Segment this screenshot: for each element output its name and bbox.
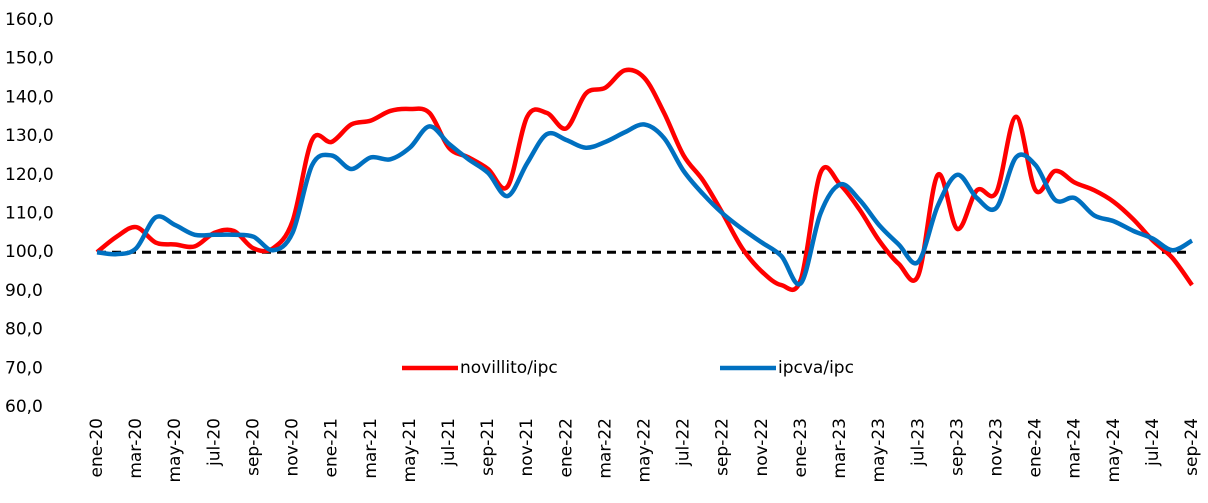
series-line [95,67,1194,292]
x-tick-label: mar-20 [126,418,146,479]
y-tick-label: 160,0 [5,10,54,30]
x-tick-label: ene-24 [1026,418,1046,477]
x-tick-label: may-24 [1104,418,1124,483]
y-tick-label: 60,0 [5,397,43,417]
x-tick-label: ene-23 [791,418,811,477]
legend-label: ipcva/ipc [778,358,854,378]
y-tick-label: 130,0 [5,126,54,146]
y-tick-label: 80,0 [5,320,43,340]
x-tick-label: nov-22 [752,418,772,477]
y-tick-label: 100,0 [5,242,54,262]
series-line [96,122,1194,287]
y-tick-label: 140,0 [5,87,54,107]
x-tick-label: nov-23 [986,418,1006,477]
x-tick-label: jul-22 [674,418,694,467]
x-tick-label: nov-21 [517,418,537,477]
x-tick-label: nov-20 [283,418,303,477]
x-tick-label: jul-24 [1143,418,1163,467]
y-tick-label: 70,0 [5,358,43,378]
x-tick-label: may-20 [165,418,185,483]
legend-label: novillito/ipc [460,358,558,378]
x-tick-label: may-21 [400,418,420,483]
x-tick-label: sep-23 [947,418,967,476]
x-tick-label: jul-23 [908,418,928,467]
x-tick-label: jul-21 [439,418,459,467]
x-tick-label: sep-22 [713,418,733,476]
x-tick-label: mar-24 [1065,418,1085,479]
x-tick-label: may-23 [869,418,889,483]
y-tick-label: 90,0 [5,281,43,301]
x-tick-label: sep-24 [1182,418,1202,476]
x-tick-label: mar-23 [830,418,850,479]
x-tick-label: sep-20 [243,418,263,476]
x-tick-label: ene-20 [87,418,107,477]
y-tick-label: 150,0 [5,49,54,69]
x-tick-label: ene-22 [556,418,576,477]
x-tick-label: may-22 [635,418,655,483]
x-tick-label: ene-21 [322,418,342,477]
x-tick-label: sep-21 [478,418,498,476]
x-tick-label: jul-20 [204,418,224,467]
y-tick-label: 120,0 [5,165,54,185]
x-tick-label: mar-22 [595,418,615,479]
y-tick-label: 110,0 [5,204,54,224]
x-tick-label: mar-21 [361,418,381,479]
